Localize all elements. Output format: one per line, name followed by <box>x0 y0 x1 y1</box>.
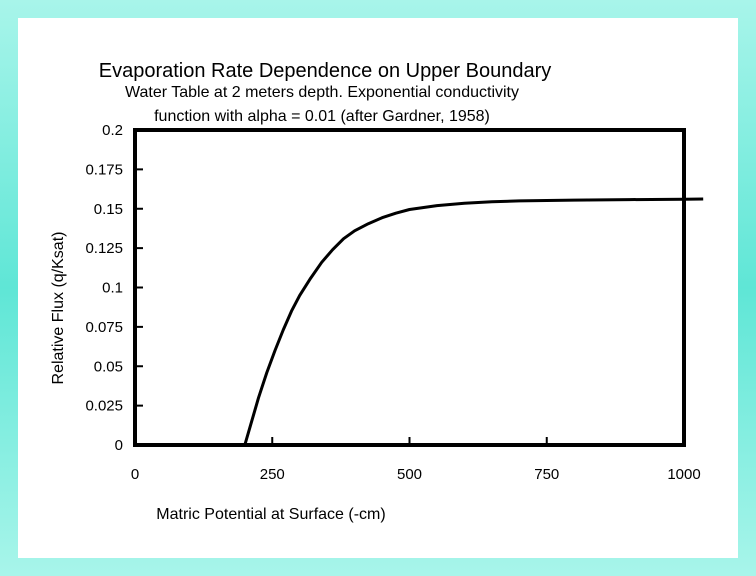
y-tick-label: 0.125 <box>85 240 123 257</box>
chart-panel: Evaporation Rate Dependence on Upper Bou… <box>18 18 738 558</box>
y-tick-label: 0.025 <box>85 398 123 415</box>
chart-subtitle-line-2: function with alpha = 0.01 (after Gardne… <box>154 108 490 125</box>
y-tick-label: 0.175 <box>85 161 123 178</box>
chart: Evaporation Rate Dependence on Upper Bou… <box>50 60 704 523</box>
x-tick-label: 250 <box>260 466 285 483</box>
y-tick-label: 0.1 <box>102 280 123 297</box>
y-tick-label: 0.05 <box>94 358 123 375</box>
y-tick-label: 0.15 <box>94 201 123 218</box>
chart-subtitle-line-1: Water Table at 2 meters depth. Exponenti… <box>125 84 519 101</box>
flux-curve <box>243 197 704 446</box>
x-tick-label: 0 <box>131 466 139 483</box>
x-axis-label: Matric Potential at Surface (-cm) <box>156 506 385 523</box>
y-tick-label: 0.2 <box>102 122 123 139</box>
y-tick-label: 0 <box>115 437 123 454</box>
y-tick-label: 0.075 <box>85 319 123 336</box>
x-tick-label: 750 <box>534 466 559 483</box>
chart-title: Evaporation Rate Dependence on Upper Bou… <box>99 60 552 82</box>
y-axis-ticks: 0 0.025 0.05 0.075 0.1 0.125 0.15 0.175 0.2 <box>85 122 143 454</box>
plot-frame <box>133 128 686 447</box>
x-tick-label: 500 <box>397 466 422 483</box>
y-axis-label: Relative Flux (q/Ksat) <box>50 232 67 385</box>
x-tick-label: 1000 <box>667 466 700 483</box>
